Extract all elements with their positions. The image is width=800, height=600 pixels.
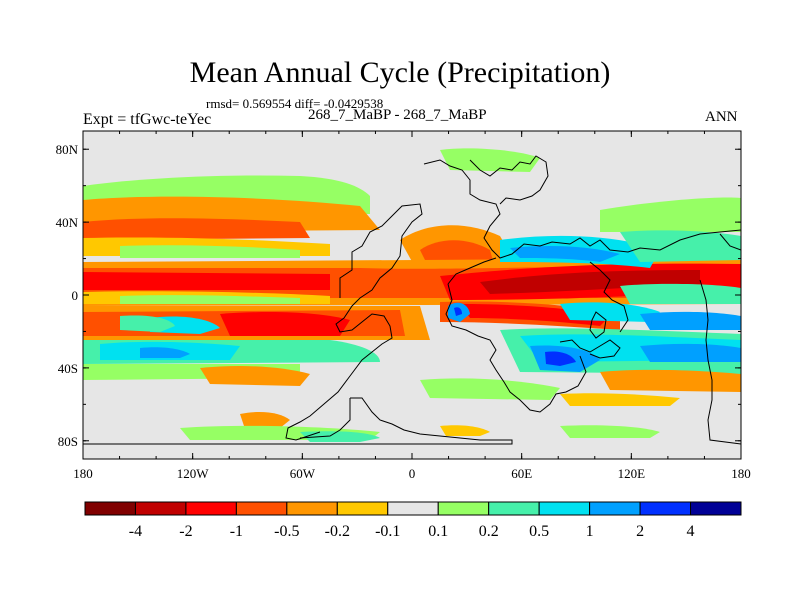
field-patch: [440, 148, 540, 172]
field-patch: [560, 302, 660, 322]
field-patch: [620, 283, 741, 304]
x-tick-label: 60E: [511, 466, 532, 481]
colorbar-box: [185, 501, 237, 516]
field-patch: [420, 378, 560, 400]
experiment-label: Expt = tfGwc-teYec: [83, 111, 212, 128]
y-tick-label: 80N: [56, 142, 79, 157]
x-tick-label: 120E: [618, 466, 646, 481]
field-patch: [140, 347, 190, 358]
x-tick-label: 180: [73, 466, 93, 481]
field-patch: [560, 393, 680, 406]
continent-outline: [447, 257, 497, 285]
field-patch: [120, 315, 175, 332]
season-label: ANN: [705, 109, 738, 125]
field-patch: [600, 369, 741, 392]
field-patch: [120, 295, 300, 304]
field-patch: [454, 307, 462, 316]
continent-outline: [589, 311, 607, 339]
colorbar-label: -0.2: [325, 523, 350, 540]
x-tick-label: 0: [409, 466, 416, 481]
chart-title: Mean Annual Cycle (Precipitation): [189, 56, 611, 89]
colorbar-label: 0.1: [428, 523, 448, 540]
field-patch: [545, 351, 576, 366]
continent-outline: [559, 339, 621, 359]
continent-outline: [285, 203, 423, 441]
colorbar-label: -2: [179, 523, 192, 540]
field-patch: [440, 425, 490, 436]
map-field: [83, 131, 741, 459]
colorbar-label: 0.2: [479, 523, 499, 540]
continent-outline: [589, 261, 629, 333]
continent-outline: [445, 283, 587, 413]
field-patch: [640, 343, 741, 362]
stats-text: rmsd= 0.569554 diff= -0.0429538: [206, 96, 384, 111]
axes: 180 120W 60W 0 60E 120E 180 80N 40N 0 40S 80S: [56, 131, 751, 481]
continent-outline: [299, 398, 351, 439]
y-tick-label: 0: [72, 288, 79, 303]
y-tick-label: 40N: [56, 215, 79, 230]
colorbar-label: 1: [586, 523, 594, 540]
field-patch: [120, 245, 300, 258]
field-patch: [83, 272, 330, 290]
colorbar-box: [437, 501, 490, 516]
case-label: 268_7_MaBP - 268_7_MaBP: [308, 107, 487, 123]
field-patch: [510, 246, 620, 262]
colorbar-label: 0.5: [529, 523, 549, 540]
continent-outline: [469, 155, 549, 205]
colorbar-label: -1: [230, 523, 243, 540]
continent-outline: [699, 279, 741, 445]
field-patch: [220, 312, 350, 336]
colorbar-box: [84, 501, 136, 516]
colorbar-label: 2: [636, 523, 644, 540]
colorbar-box: [134, 501, 187, 516]
colorbar-box: [538, 501, 591, 516]
x-tick-label: 180: [731, 466, 751, 481]
field-patch: [600, 197, 741, 232]
continent-outlines: [83, 155, 741, 445]
y-tick-label: 40S: [58, 361, 78, 376]
field-patch: [620, 230, 741, 262]
field-patch: [640, 311, 741, 330]
colorbar-label: 4: [687, 523, 695, 540]
continent-outline: [719, 233, 741, 251]
colorbar-box: [235, 501, 288, 516]
colorbar-label: -0.1: [375, 523, 400, 540]
x-tick-label: 60W: [290, 466, 316, 481]
colorbar-box: [286, 501, 338, 516]
colorbar-label: -4: [129, 523, 142, 540]
colorbar-box: [589, 501, 641, 516]
field-patch: [200, 366, 310, 386]
continent-outline: [83, 397, 513, 445]
field-patch: [240, 412, 290, 428]
field-patch: [83, 218, 310, 240]
colorbar-label: -0.5: [274, 523, 299, 540]
field-patch: [300, 431, 380, 442]
field-patch: [560, 425, 660, 438]
colorbar: -4 -2 -1 -0.5 -0.2 -0.1 0.1 0.2 0.5 1 2 4: [84, 501, 742, 540]
y-tick-label: 80S: [58, 434, 78, 449]
field-patch: [480, 270, 700, 294]
colorbar-box: [639, 501, 692, 516]
field-patch: [460, 304, 610, 326]
colorbar-box: [387, 501, 439, 516]
colorbar-box: [488, 501, 540, 516]
colorbar-box: [336, 501, 389, 516]
continent-outline: [423, 159, 741, 259]
x-tick-label: 120W: [177, 466, 210, 481]
colorbar-box: [690, 501, 742, 516]
